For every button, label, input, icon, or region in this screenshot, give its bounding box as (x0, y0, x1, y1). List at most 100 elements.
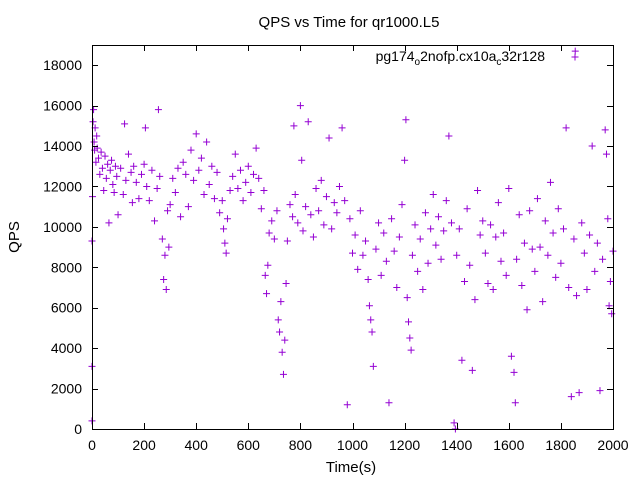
x-tick-label: 400 (185, 437, 209, 453)
data-point (290, 122, 298, 130)
data-point (171, 189, 179, 197)
data-point (549, 229, 557, 237)
x-axis-title: Time(s) (326, 459, 376, 476)
data-point (110, 189, 118, 197)
data-point (554, 205, 562, 213)
data-point (591, 267, 599, 275)
data-point (322, 193, 330, 201)
data-point (106, 166, 114, 174)
data-point (283, 237, 291, 245)
data-point (536, 243, 544, 251)
data-point (487, 221, 495, 229)
x-axis-tick-labels: 0 200 400 600 800 1000 1200 1400 1600 1800 2000 (88, 437, 629, 453)
data-point (335, 182, 343, 190)
data-point (596, 387, 604, 395)
x-tick-label: 1200 (389, 437, 420, 453)
data-point (500, 229, 508, 237)
data-point (221, 239, 229, 247)
data-point (402, 116, 410, 124)
data-point (177, 213, 185, 221)
data-point (447, 219, 455, 227)
legend-label-part: pg174 (376, 48, 415, 64)
data-point (541, 217, 549, 225)
x-tick-label: 1000 (337, 437, 368, 453)
data-point (461, 277, 469, 285)
data-point (265, 229, 273, 237)
data-point (481, 249, 489, 257)
y-axis-tick-labels: 0 2000 4000 6000 8000 10000 12000 14000 16000 180… (43, 57, 82, 437)
data-point (367, 316, 375, 324)
data-point (105, 219, 113, 227)
data-point (151, 217, 159, 225)
data-point (250, 170, 258, 178)
data-point (497, 257, 505, 265)
data-point (222, 249, 230, 257)
data-point (154, 106, 162, 114)
data-point (164, 207, 172, 215)
data-point (165, 243, 173, 251)
data-point (98, 164, 106, 172)
data-point (565, 284, 573, 292)
data-point (114, 211, 122, 219)
data-point (121, 120, 129, 128)
data-point (466, 261, 474, 269)
data-point (474, 187, 482, 195)
data-point (573, 292, 581, 300)
x-tick-label: 0 (88, 437, 96, 453)
data-point (93, 144, 101, 152)
data-point (408, 251, 416, 259)
data-point (393, 284, 401, 292)
data-point (421, 209, 429, 217)
data-point (544, 251, 552, 259)
data-point (580, 249, 588, 257)
data-point (200, 191, 208, 199)
legend-marker (571, 53, 579, 61)
data-point (419, 286, 427, 294)
data-point (380, 229, 388, 237)
data-point (276, 328, 284, 336)
data-point (511, 399, 519, 407)
data-point (277, 298, 285, 306)
data-point (141, 124, 149, 132)
data-point (484, 279, 492, 287)
data-point (471, 296, 479, 304)
data-point (405, 318, 413, 326)
x-tick-label: 1400 (441, 437, 472, 453)
data-point (278, 348, 286, 356)
data-point (362, 237, 370, 245)
data-point (328, 225, 336, 233)
data-point (369, 362, 377, 370)
data-point (190, 176, 198, 184)
data-point (414, 267, 422, 275)
data-point (526, 207, 534, 215)
data-point (236, 166, 244, 174)
data-point (179, 158, 187, 166)
data-point (124, 150, 132, 158)
data-point (208, 162, 216, 170)
data-point (97, 148, 105, 156)
data-point (359, 251, 367, 259)
data-point (184, 203, 192, 211)
legend: pg174o2nofp.cx10ac32r128 (376, 48, 579, 68)
data-point (416, 235, 424, 243)
data-point (153, 184, 161, 192)
data-point (289, 213, 297, 221)
data-point (354, 265, 362, 273)
data-point (479, 217, 487, 225)
data-point (127, 168, 135, 176)
data-point (279, 370, 287, 378)
data-point (299, 227, 307, 235)
data-point (601, 126, 609, 134)
data-point (604, 215, 612, 223)
y-tick-label: 14000 (43, 138, 82, 154)
data-point (166, 201, 174, 209)
data-point (130, 162, 138, 170)
data-point (102, 174, 110, 182)
data-point (148, 166, 156, 174)
data-point (346, 215, 354, 223)
data-point (349, 249, 356, 257)
data-point (309, 233, 317, 241)
data-point (368, 328, 376, 336)
data-point (382, 257, 390, 265)
data-point (468, 366, 476, 374)
